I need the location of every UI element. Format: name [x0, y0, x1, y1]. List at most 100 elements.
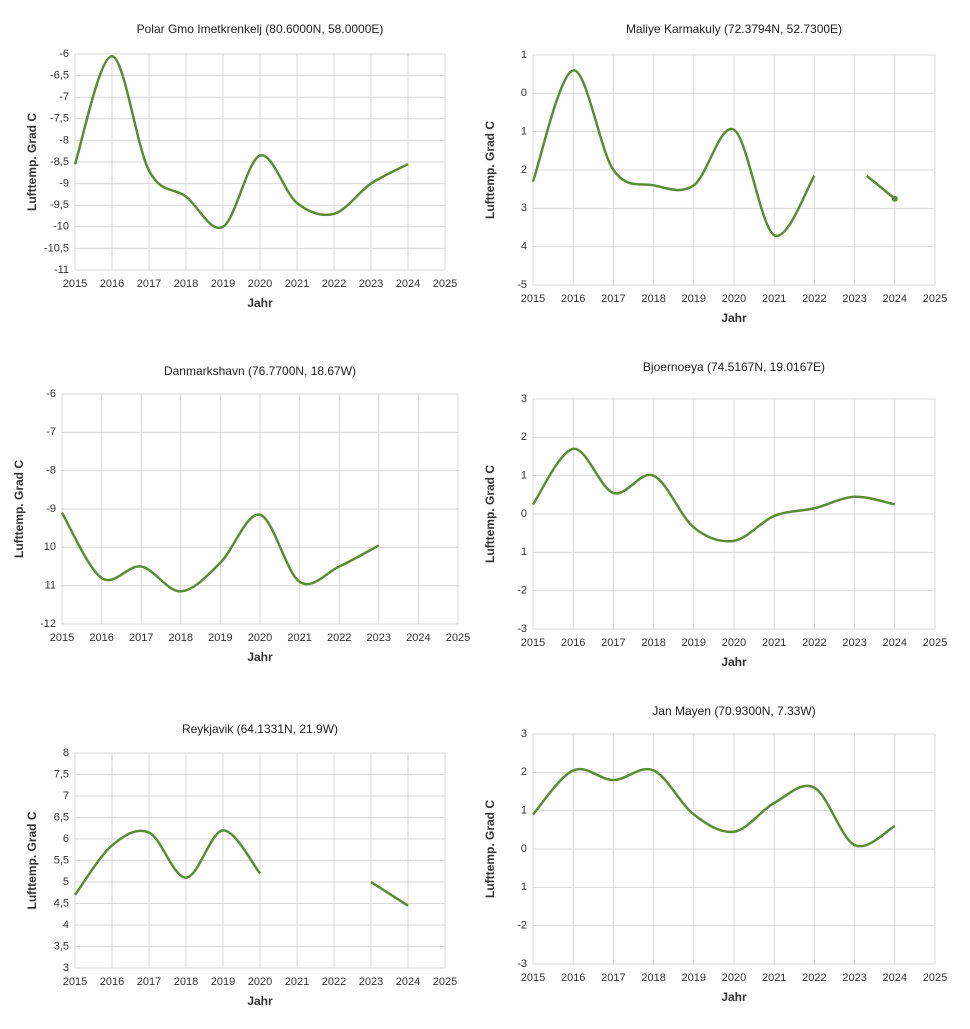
y-tick-label: -3 — [517, 958, 527, 970]
x-tick-label: 2022 — [322, 976, 346, 988]
x-tick-label: 2016 — [561, 972, 585, 984]
y-tick-label: 3 — [521, 202, 527, 214]
y-tick-label: 1 — [521, 470, 527, 482]
x-tick-label: 2024 — [883, 293, 907, 305]
y-tick-label: 6,5 — [54, 811, 69, 823]
y-tick-label: 8 — [63, 747, 69, 759]
y-tick-label: -8 — [59, 134, 69, 146]
y-axis-title: Lufttemp. Grad C — [483, 121, 497, 219]
y-tick-label: -10,5 — [44, 242, 69, 254]
data-line — [73, 54, 409, 230]
data-line — [531, 447, 896, 543]
y-tick-label: -12 — [40, 618, 56, 630]
x-tick-label: 2018 — [641, 637, 665, 649]
y-tick-label: 2 — [521, 766, 527, 778]
y-tick-label: -7 — [59, 91, 69, 103]
y-tick-label: -10 — [53, 221, 69, 233]
x-tick-label: 2018 — [641, 293, 665, 305]
y-tick-label: 2 — [521, 164, 527, 176]
x-tick-label: 2020 — [722, 637, 746, 649]
y-tick-label: 1 — [521, 881, 527, 893]
x-tick-label: 2016 — [100, 278, 124, 290]
x-tick-label: 2025 — [433, 976, 457, 988]
y-axis-title: Lufttemp. Grad C — [483, 800, 497, 898]
x-tick-label: 2023 — [842, 637, 866, 649]
x-axis-title: Jahr — [721, 990, 747, 1004]
x-tick-label: 2017 — [601, 293, 625, 305]
x-tick-label: 2024 — [883, 972, 907, 984]
x-tick-label: 2022 — [322, 278, 346, 290]
x-tick-label: 2025 — [923, 972, 947, 984]
x-tick-label: 2019 — [682, 972, 706, 984]
x-tick-label: 2017 — [137, 278, 161, 290]
y-tick-label: -8 — [46, 465, 56, 477]
y-tick-label: 2 — [521, 431, 527, 443]
y-tick-label: 7 — [63, 790, 69, 802]
y-tick-label: 3 — [521, 728, 527, 740]
chart-title: Reykjavik (64.1331N, 21.9W) — [182, 722, 338, 736]
x-tick-label: 2015 — [63, 278, 87, 290]
x-tick-label: 2018 — [174, 976, 198, 988]
x-tick-label: 2021 — [285, 278, 309, 290]
x-tick-label: 2024 — [396, 976, 420, 988]
y-tick-label: -3 — [517, 623, 527, 635]
x-tick-label: 2022 — [802, 972, 826, 984]
y-tick-label: -7 — [46, 426, 56, 438]
y-tick-label: 11 — [45, 580, 56, 592]
data-line — [531, 69, 896, 237]
x-tick-label: 2019 — [682, 637, 706, 649]
x-tick-label: 2023 — [842, 293, 866, 305]
x-tick-label: 2017 — [129, 632, 153, 644]
x-tick-label: 2021 — [285, 976, 309, 988]
x-tick-label: 2018 — [169, 632, 193, 644]
x-tick-label: 2017 — [601, 972, 625, 984]
y-tick-label: -5 — [517, 279, 527, 291]
y-tick-label: 0 — [521, 508, 527, 520]
data-point — [891, 195, 898, 202]
x-tick-label: 2019 — [211, 976, 235, 988]
y-tick-label: 10 — [44, 541, 56, 553]
y-tick-label: 6 — [63, 833, 69, 845]
y-tick-label: 4 — [521, 241, 527, 253]
y-tick-label: 3 — [63, 962, 69, 974]
x-tick-label: 2025 — [446, 632, 470, 644]
chart-title: Jan Mayen (70.9300N, 7.33W) — [652, 704, 815, 718]
x-tick-label: 2025 — [433, 278, 457, 290]
x-tick-label: 2018 — [174, 278, 198, 290]
x-tick-label: 2015 — [521, 293, 545, 305]
y-tick-label: 4,5 — [54, 897, 69, 909]
y-tick-label: -6 — [59, 48, 69, 60]
x-tick-label: 2023 — [359, 976, 383, 988]
x-tick-label: 2020 — [722, 972, 746, 984]
x-tick-label: 2023 — [359, 278, 383, 290]
x-tick-label: 2016 — [100, 976, 124, 988]
x-tick-label: 2022 — [327, 632, 351, 644]
x-tick-label: 2019 — [682, 293, 706, 305]
x-tick-label: 2020 — [248, 278, 272, 290]
x-tick-label: 2024 — [883, 637, 907, 649]
y-axis-title: Lufttemp. Grad C — [483, 465, 497, 563]
y-tick-label: -9 — [59, 178, 69, 190]
x-tick-label: 2017 — [137, 976, 161, 988]
y-axis-title: Lufttemp. Grad C — [12, 460, 26, 558]
x-axis-title: Jahr — [721, 311, 747, 325]
y-tick-label: 1 — [521, 126, 527, 138]
x-tick-label: 2023 — [842, 972, 866, 984]
y-tick-label: 0 — [521, 87, 527, 99]
x-axis-title: Jahr — [721, 655, 747, 669]
data-line — [60, 512, 380, 593]
x-tick-label: 2022 — [802, 293, 826, 305]
x-tick-label: 2016 — [561, 293, 585, 305]
y-tick-label: -6,5 — [50, 70, 69, 82]
y-tick-label: 3,5 — [54, 940, 69, 952]
y-tick-label: 1 — [521, 546, 527, 558]
x-tick-label: 2015 — [63, 976, 87, 988]
x-tick-label: 2022 — [802, 637, 826, 649]
x-tick-label: 2021 — [762, 637, 786, 649]
y-tick-label: 1 — [521, 805, 527, 817]
y-tick-label: 3 — [521, 393, 527, 405]
chart-title: Polar Gmo Imetkrenkelj (80.6000N, 58.000… — [137, 22, 384, 36]
x-axis-title: Jahr — [247, 296, 273, 310]
x-tick-label: 2025 — [923, 637, 947, 649]
